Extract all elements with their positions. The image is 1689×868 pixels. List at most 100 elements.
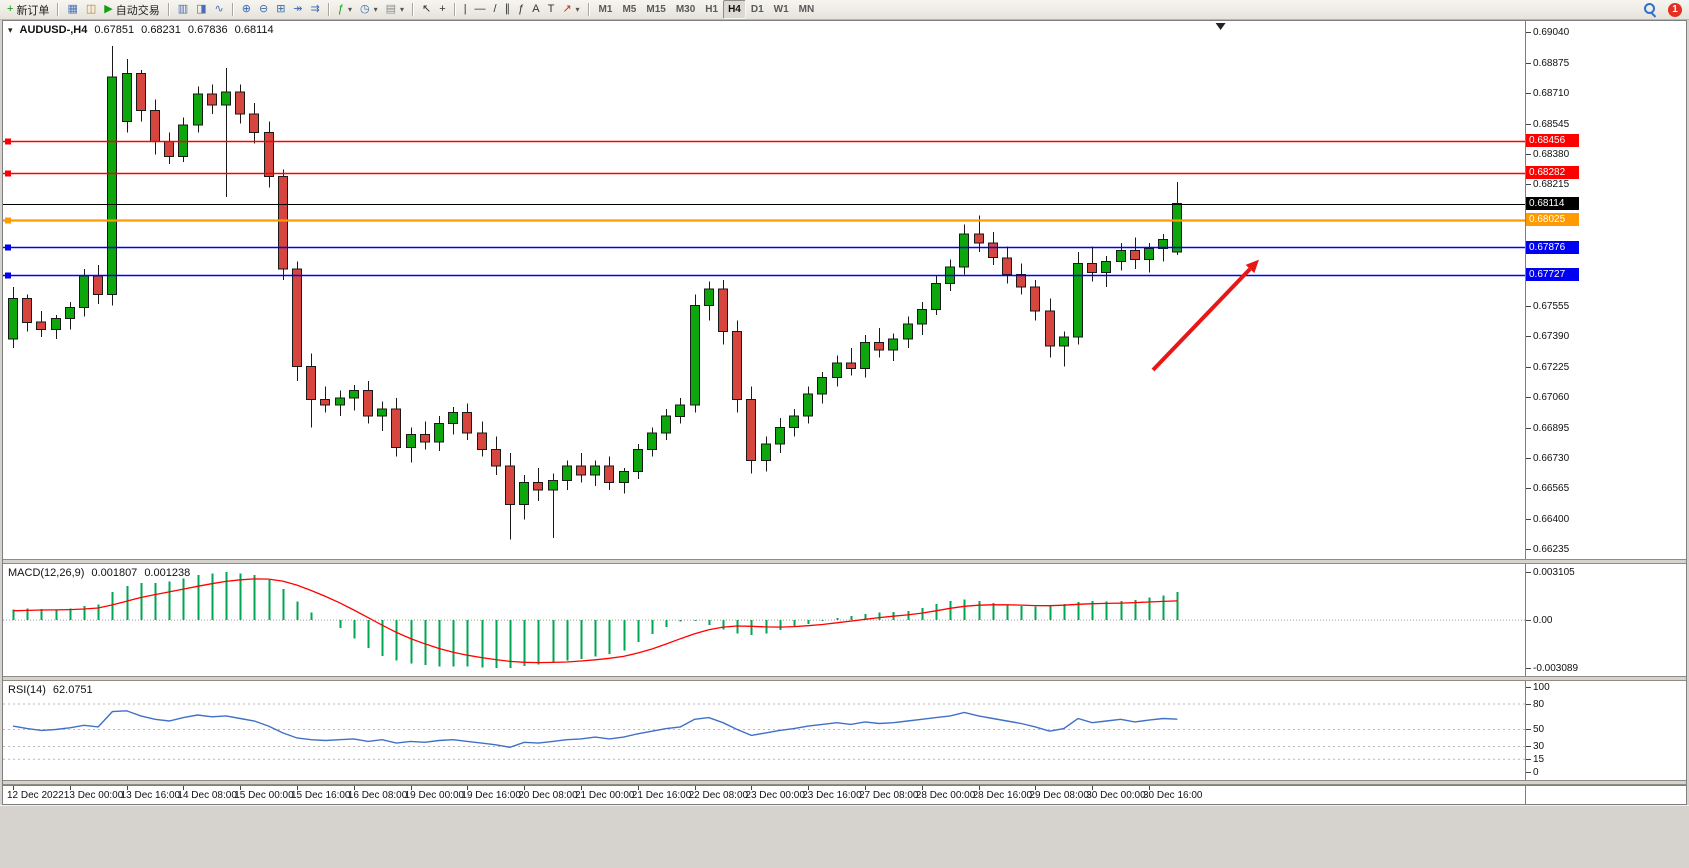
vertical-line-button[interactable]: |	[460, 0, 471, 19]
dropdown-caret-icon: ▾	[373, 5, 378, 14]
tf-mn-button[interactable]: MN	[794, 0, 820, 19]
shift-icon: ⇉	[310, 3, 320, 15]
candle-body	[633, 448, 643, 472]
candle-body	[235, 91, 245, 115]
time-tick	[240, 786, 242, 790]
zoom-in-button[interactable]: ⊕	[238, 0, 255, 19]
price-tick: 0.66235	[1525, 544, 1570, 556]
tile-icon: ⊞	[276, 3, 286, 15]
text-label-button[interactable]: T	[544, 0, 559, 19]
search-button[interactable]	[1639, 0, 1662, 19]
hline-price-label: 0.68025	[1526, 213, 1579, 227]
chart-low-value: 0.67836	[187, 24, 228, 36]
candle-body	[1087, 262, 1097, 274]
macd-panel: MACD(12,26,9) 0.001807 0.001238 0.003105…	[3, 564, 1686, 676]
hline-handle[interactable]	[5, 170, 11, 177]
candle-body	[207, 93, 217, 106]
periods-button[interactable]: ◷ ▾	[356, 0, 382, 19]
hline-handle[interactable]	[5, 138, 11, 145]
candle-body	[335, 397, 345, 406]
toolbar-right: 1	[1639, 0, 1686, 19]
zoom-out-button[interactable]: ⊖	[255, 0, 272, 19]
tf-h4-button[interactable]: H4	[723, 0, 746, 19]
candle-chart-button[interactable]: ◨	[192, 0, 210, 19]
price-chart-canvas[interactable]	[3, 21, 1525, 559]
price-axis[interactable]: 0.69040 0.68875 0.68710 0.68545 0.68380 0.682…	[1525, 21, 1686, 559]
candle-body	[888, 338, 898, 351]
panel-divider[interactable]	[3, 559, 1686, 564]
horizontal-line-button[interactable]: —	[471, 0, 490, 19]
indicators-button[interactable]: ƒ ▾	[334, 0, 356, 19]
time-label: 14 Dec 08:00	[177, 790, 237, 801]
tf-m15-button[interactable]: M15	[641, 0, 670, 19]
hline-handle[interactable]	[5, 272, 11, 279]
candle-body	[974, 233, 984, 244]
panel-divider[interactable]	[3, 676, 1686, 681]
status-strip	[0, 805, 1689, 868]
candle-body	[959, 233, 969, 268]
trend-arrow[interactable]	[1151, 267, 1252, 372]
candle-body	[1158, 238, 1168, 250]
cursor-button[interactable]: ↖	[418, 0, 435, 19]
arrows-button[interactable]: ↗ ▾	[558, 0, 583, 19]
hline-handle[interactable]	[5, 244, 11, 251]
candle-body	[491, 448, 501, 467]
time-label: 30 Dec 00:00	[1086, 790, 1146, 801]
text-button[interactable]: A	[528, 0, 543, 19]
bar-chart-button[interactable]: ▥	[174, 0, 192, 19]
dropdown-caret-icon: ▾	[400, 5, 405, 14]
tile-windows-button[interactable]: ⊞	[272, 0, 289, 19]
autoscroll-button[interactable]: ↠	[289, 0, 306, 19]
toolbar-separator	[327, 3, 330, 16]
chart-window-icon: ▦	[67, 3, 78, 15]
tf-d1-button[interactable]: D1	[746, 0, 769, 19]
hline-handle[interactable]	[5, 217, 11, 224]
candle-body	[406, 434, 416, 449]
fibonacci-button[interactable]: ƒ	[514, 0, 528, 19]
time-tick	[581, 786, 582, 790]
rsi-line	[12, 710, 1178, 749]
time-tick	[1035, 786, 1037, 790]
candle-body	[1016, 273, 1026, 288]
tf-w1-button[interactable]: W1	[769, 0, 794, 19]
candle-body	[136, 73, 146, 111]
profiles-button[interactable]: ◫	[82, 0, 100, 19]
panel-divider[interactable]	[3, 780, 1686, 785]
charts-button[interactable]: ▦	[63, 0, 81, 19]
time-axis[interactable]: 12 Dec 2022 13 Dec 00:00 13 Dec 16:00 14 De…	[3, 785, 1686, 804]
tf-m30-button[interactable]: M30	[671, 0, 700, 19]
channel-button[interactable]: ∥	[501, 0, 515, 19]
time-tick	[751, 786, 753, 790]
rsi-label: RSI(14)	[8, 684, 46, 696]
crosshair-button[interactable]: +	[435, 0, 449, 19]
tf-h1-button[interactable]: H1	[700, 0, 723, 19]
chart-menu-icon[interactable]: ▾	[8, 25, 13, 35]
time-label: 15 Dec 16:00	[291, 790, 351, 801]
candle-body	[661, 415, 671, 434]
rsi-title: RSI(14) 62.0751	[8, 684, 93, 696]
rsi-axis[interactable]: 100 80 50 30 15 0	[1525, 681, 1686, 780]
time-tick	[808, 786, 810, 790]
vline-icon: |	[463, 3, 467, 15]
candle-body	[93, 275, 103, 296]
rsi-canvas[interactable]	[3, 681, 1525, 780]
line-chart-button[interactable]: ∿	[211, 0, 228, 19]
chart-shift-button[interactable]: ⇉	[307, 0, 324, 19]
rsi-axis-tick: 15	[1525, 753, 1545, 765]
autotrading-button[interactable]: ▶ 自动交易	[100, 0, 163, 19]
tf-m5-button[interactable]: M5	[617, 0, 641, 19]
new-order-button[interactable]: + 新订单	[3, 0, 53, 19]
notification-badge[interactable]: 1	[1668, 2, 1682, 17]
candle-body	[107, 76, 117, 296]
trend-arrow-head	[1245, 259, 1260, 274]
time-tick	[297, 786, 298, 790]
tf-m1-button[interactable]: M1	[594, 0, 618, 19]
candle-body	[292, 268, 302, 367]
trendline-button[interactable]: /	[490, 0, 501, 19]
macd-axis[interactable]: 0.003105 0.00 -0.003089	[1525, 564, 1686, 676]
candle-body	[690, 305, 700, 406]
macd-canvas[interactable]	[3, 564, 1525, 676]
candle-body	[306, 366, 316, 401]
chart-shift-marker[interactable]	[1215, 23, 1226, 30]
templates-button[interactable]: ▤ ▾	[382, 0, 408, 19]
